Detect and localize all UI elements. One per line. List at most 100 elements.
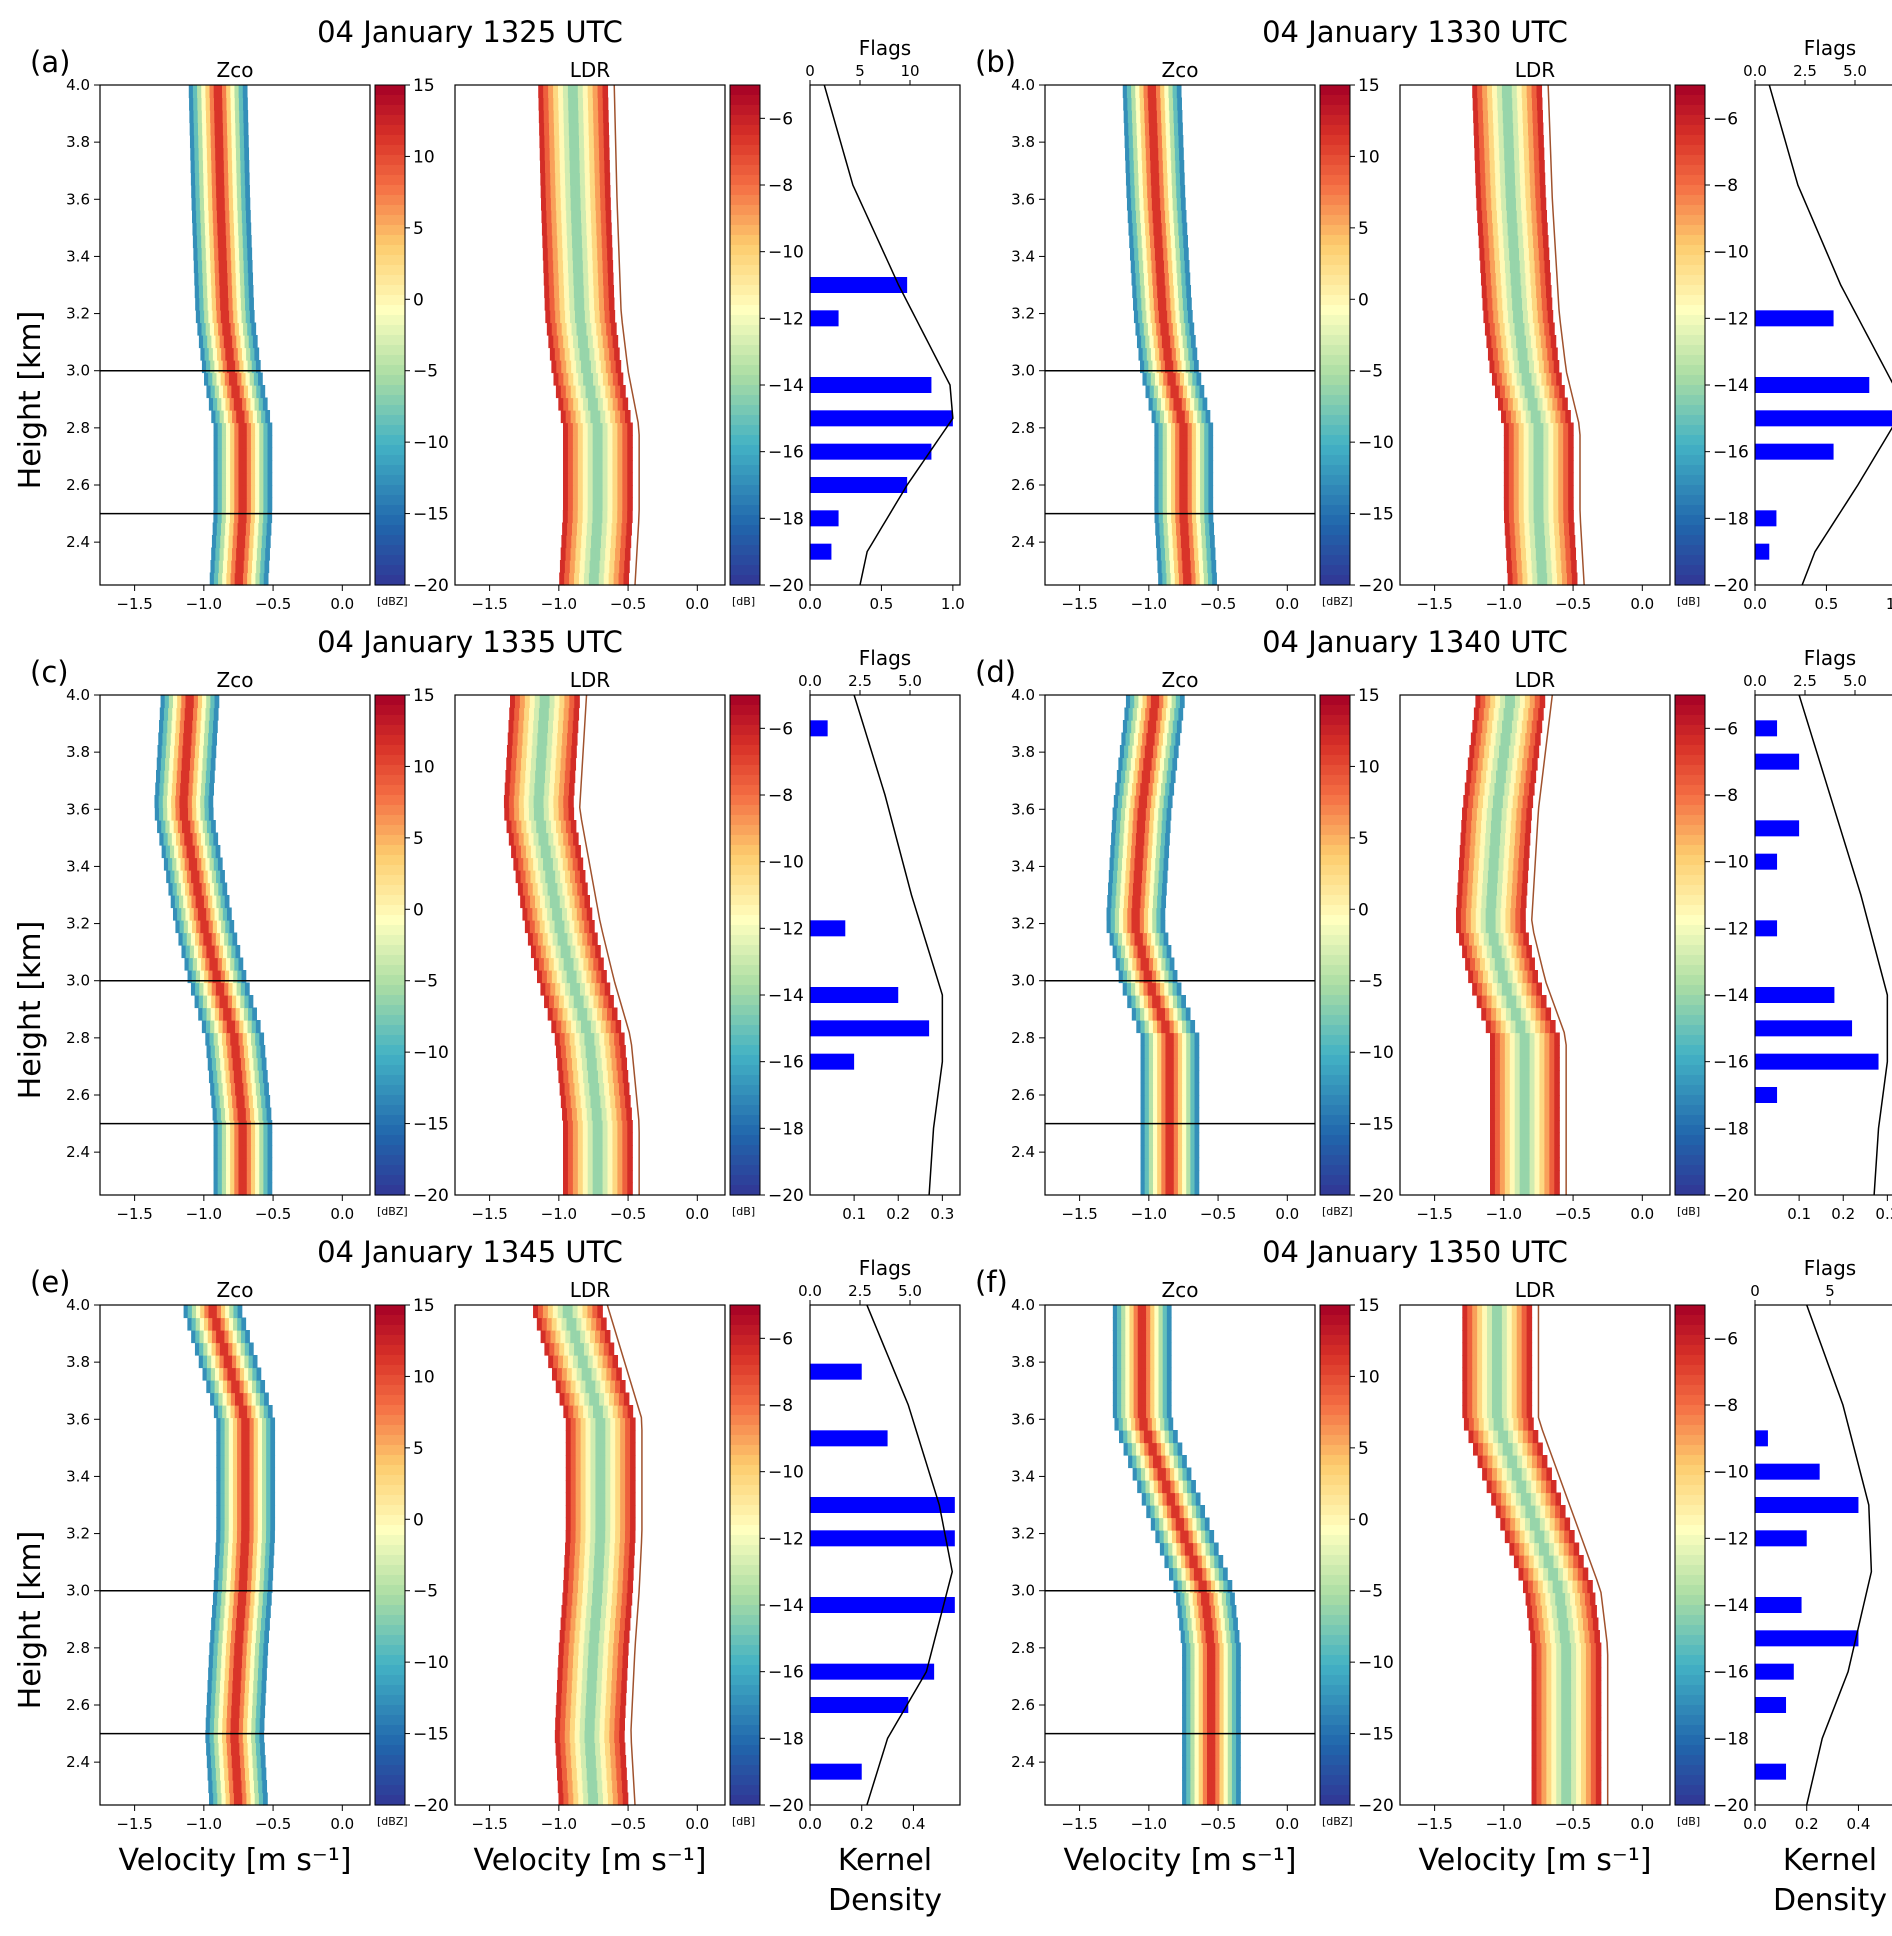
zco-cell bbox=[207, 160, 212, 174]
ldr-cell bbox=[1520, 272, 1527, 286]
ldr-cell bbox=[574, 695, 580, 709]
ldr-cell bbox=[1487, 297, 1493, 311]
ldr-cell bbox=[1493, 932, 1500, 946]
zco-cell bbox=[226, 1120, 231, 1134]
zco-cell bbox=[1132, 882, 1138, 896]
ldr-cell bbox=[1509, 1107, 1516, 1121]
zco-cell bbox=[250, 472, 256, 486]
zco-cell bbox=[255, 1020, 261, 1034]
zco-cell bbox=[243, 1007, 249, 1021]
zco-cell bbox=[1164, 197, 1170, 211]
zco-cell bbox=[230, 110, 236, 124]
zco-cell bbox=[214, 135, 220, 149]
colorbar-segment bbox=[375, 255, 405, 266]
ldr-cell bbox=[529, 707, 535, 721]
colorbar-segment bbox=[375, 245, 405, 256]
zco-cell bbox=[1162, 497, 1168, 511]
ldr-cell bbox=[587, 472, 594, 486]
zco-cell bbox=[228, 172, 234, 186]
ldr-cell bbox=[545, 197, 552, 211]
zco-cell bbox=[230, 1145, 235, 1159]
zco-cell bbox=[1119, 745, 1125, 759]
ldr-cell bbox=[563, 260, 569, 274]
zco-cell bbox=[205, 85, 211, 99]
zco-cell bbox=[222, 260, 228, 274]
zco-cell bbox=[1146, 857, 1152, 871]
ldr-cell bbox=[563, 1157, 569, 1171]
ldr-cell bbox=[558, 335, 564, 349]
ldr-cell bbox=[1522, 572, 1529, 586]
ldr-cell bbox=[618, 572, 625, 586]
ldr-cell bbox=[1509, 322, 1516, 336]
zco-cell bbox=[216, 522, 222, 536]
zco-cell bbox=[1177, 97, 1182, 111]
zco-cell bbox=[263, 485, 269, 499]
ldr-cell bbox=[1554, 1095, 1560, 1109]
zco-cell bbox=[1119, 957, 1125, 971]
ldr-cell bbox=[566, 322, 573, 336]
ldr-cell bbox=[621, 1107, 627, 1121]
ldr-cell bbox=[557, 235, 563, 249]
ldr-cell bbox=[529, 695, 536, 709]
zco-cell bbox=[1170, 297, 1176, 311]
ldr-cell bbox=[1508, 485, 1515, 499]
zco-cell bbox=[1178, 572, 1184, 586]
y-tick-label: 3.8 bbox=[1011, 133, 1035, 151]
ldr-cell bbox=[1534, 260, 1541, 274]
ldr-axes: LDR−1.5 −1.0 −0.5 0.0 bbox=[454, 58, 726, 613]
ldr-cell bbox=[1534, 1045, 1541, 1059]
colorbar-segment bbox=[375, 735, 405, 746]
zco-cell bbox=[1126, 845, 1132, 859]
zco-cell bbox=[1138, 347, 1144, 361]
ldr-cell bbox=[560, 385, 567, 399]
ldr-cell bbox=[558, 397, 564, 411]
x-tick-label: −1.5 bbox=[116, 595, 152, 613]
ldr-cell bbox=[532, 907, 538, 921]
zco-cell bbox=[1180, 522, 1185, 536]
zco-cell bbox=[197, 907, 203, 921]
ldr-cell bbox=[593, 1070, 599, 1084]
zco-cell bbox=[1137, 160, 1143, 174]
ldr-cell bbox=[627, 1157, 633, 1171]
ldr-cell bbox=[539, 135, 545, 149]
ldr-cell bbox=[1523, 485, 1530, 499]
ldr-cell bbox=[1554, 1082, 1560, 1096]
ldr-cell bbox=[1513, 460, 1520, 474]
ldr-cell bbox=[1530, 197, 1537, 211]
ldr-cell bbox=[1506, 560, 1513, 574]
ldr-cell bbox=[1494, 845, 1500, 859]
ldr-cell bbox=[593, 122, 600, 136]
zco-cell bbox=[188, 85, 194, 99]
ldr-cell bbox=[1539, 1032, 1545, 1046]
ldr-cell bbox=[1481, 1007, 1487, 1021]
zco-cell bbox=[1149, 297, 1155, 311]
ldr-cell bbox=[1524, 1032, 1531, 1046]
zco-cell bbox=[1167, 510, 1172, 524]
colorbar-segment bbox=[1675, 225, 1705, 236]
ldr-cell bbox=[1494, 160, 1501, 174]
zco-cell bbox=[263, 1182, 269, 1196]
ldr-cell bbox=[600, 535, 607, 549]
zco-cell bbox=[214, 110, 220, 124]
zco-cell bbox=[1159, 347, 1165, 361]
ldr-cell bbox=[1553, 460, 1559, 474]
zco-cell bbox=[217, 447, 223, 461]
ldr-cell bbox=[1528, 147, 1535, 161]
zco-cell bbox=[1150, 732, 1156, 746]
colorbar-segment bbox=[730, 275, 760, 286]
ldr-cell bbox=[1513, 447, 1520, 461]
zco-cell bbox=[223, 1045, 228, 1059]
ldr-cell bbox=[559, 920, 566, 934]
zco-cell bbox=[201, 322, 207, 336]
zco-cell bbox=[1154, 460, 1160, 474]
zco-cell bbox=[241, 970, 247, 984]
zco-cell bbox=[1128, 707, 1134, 721]
axes-frame bbox=[454, 84, 726, 586]
ldr-cell bbox=[570, 547, 577, 561]
zco-cell bbox=[1169, 1145, 1175, 1159]
ldr-cell bbox=[620, 547, 626, 561]
ldr-cell bbox=[527, 732, 534, 746]
zco-cell bbox=[1192, 522, 1198, 536]
colorbar-segment bbox=[730, 85, 760, 96]
zco-cell bbox=[1112, 882, 1117, 896]
